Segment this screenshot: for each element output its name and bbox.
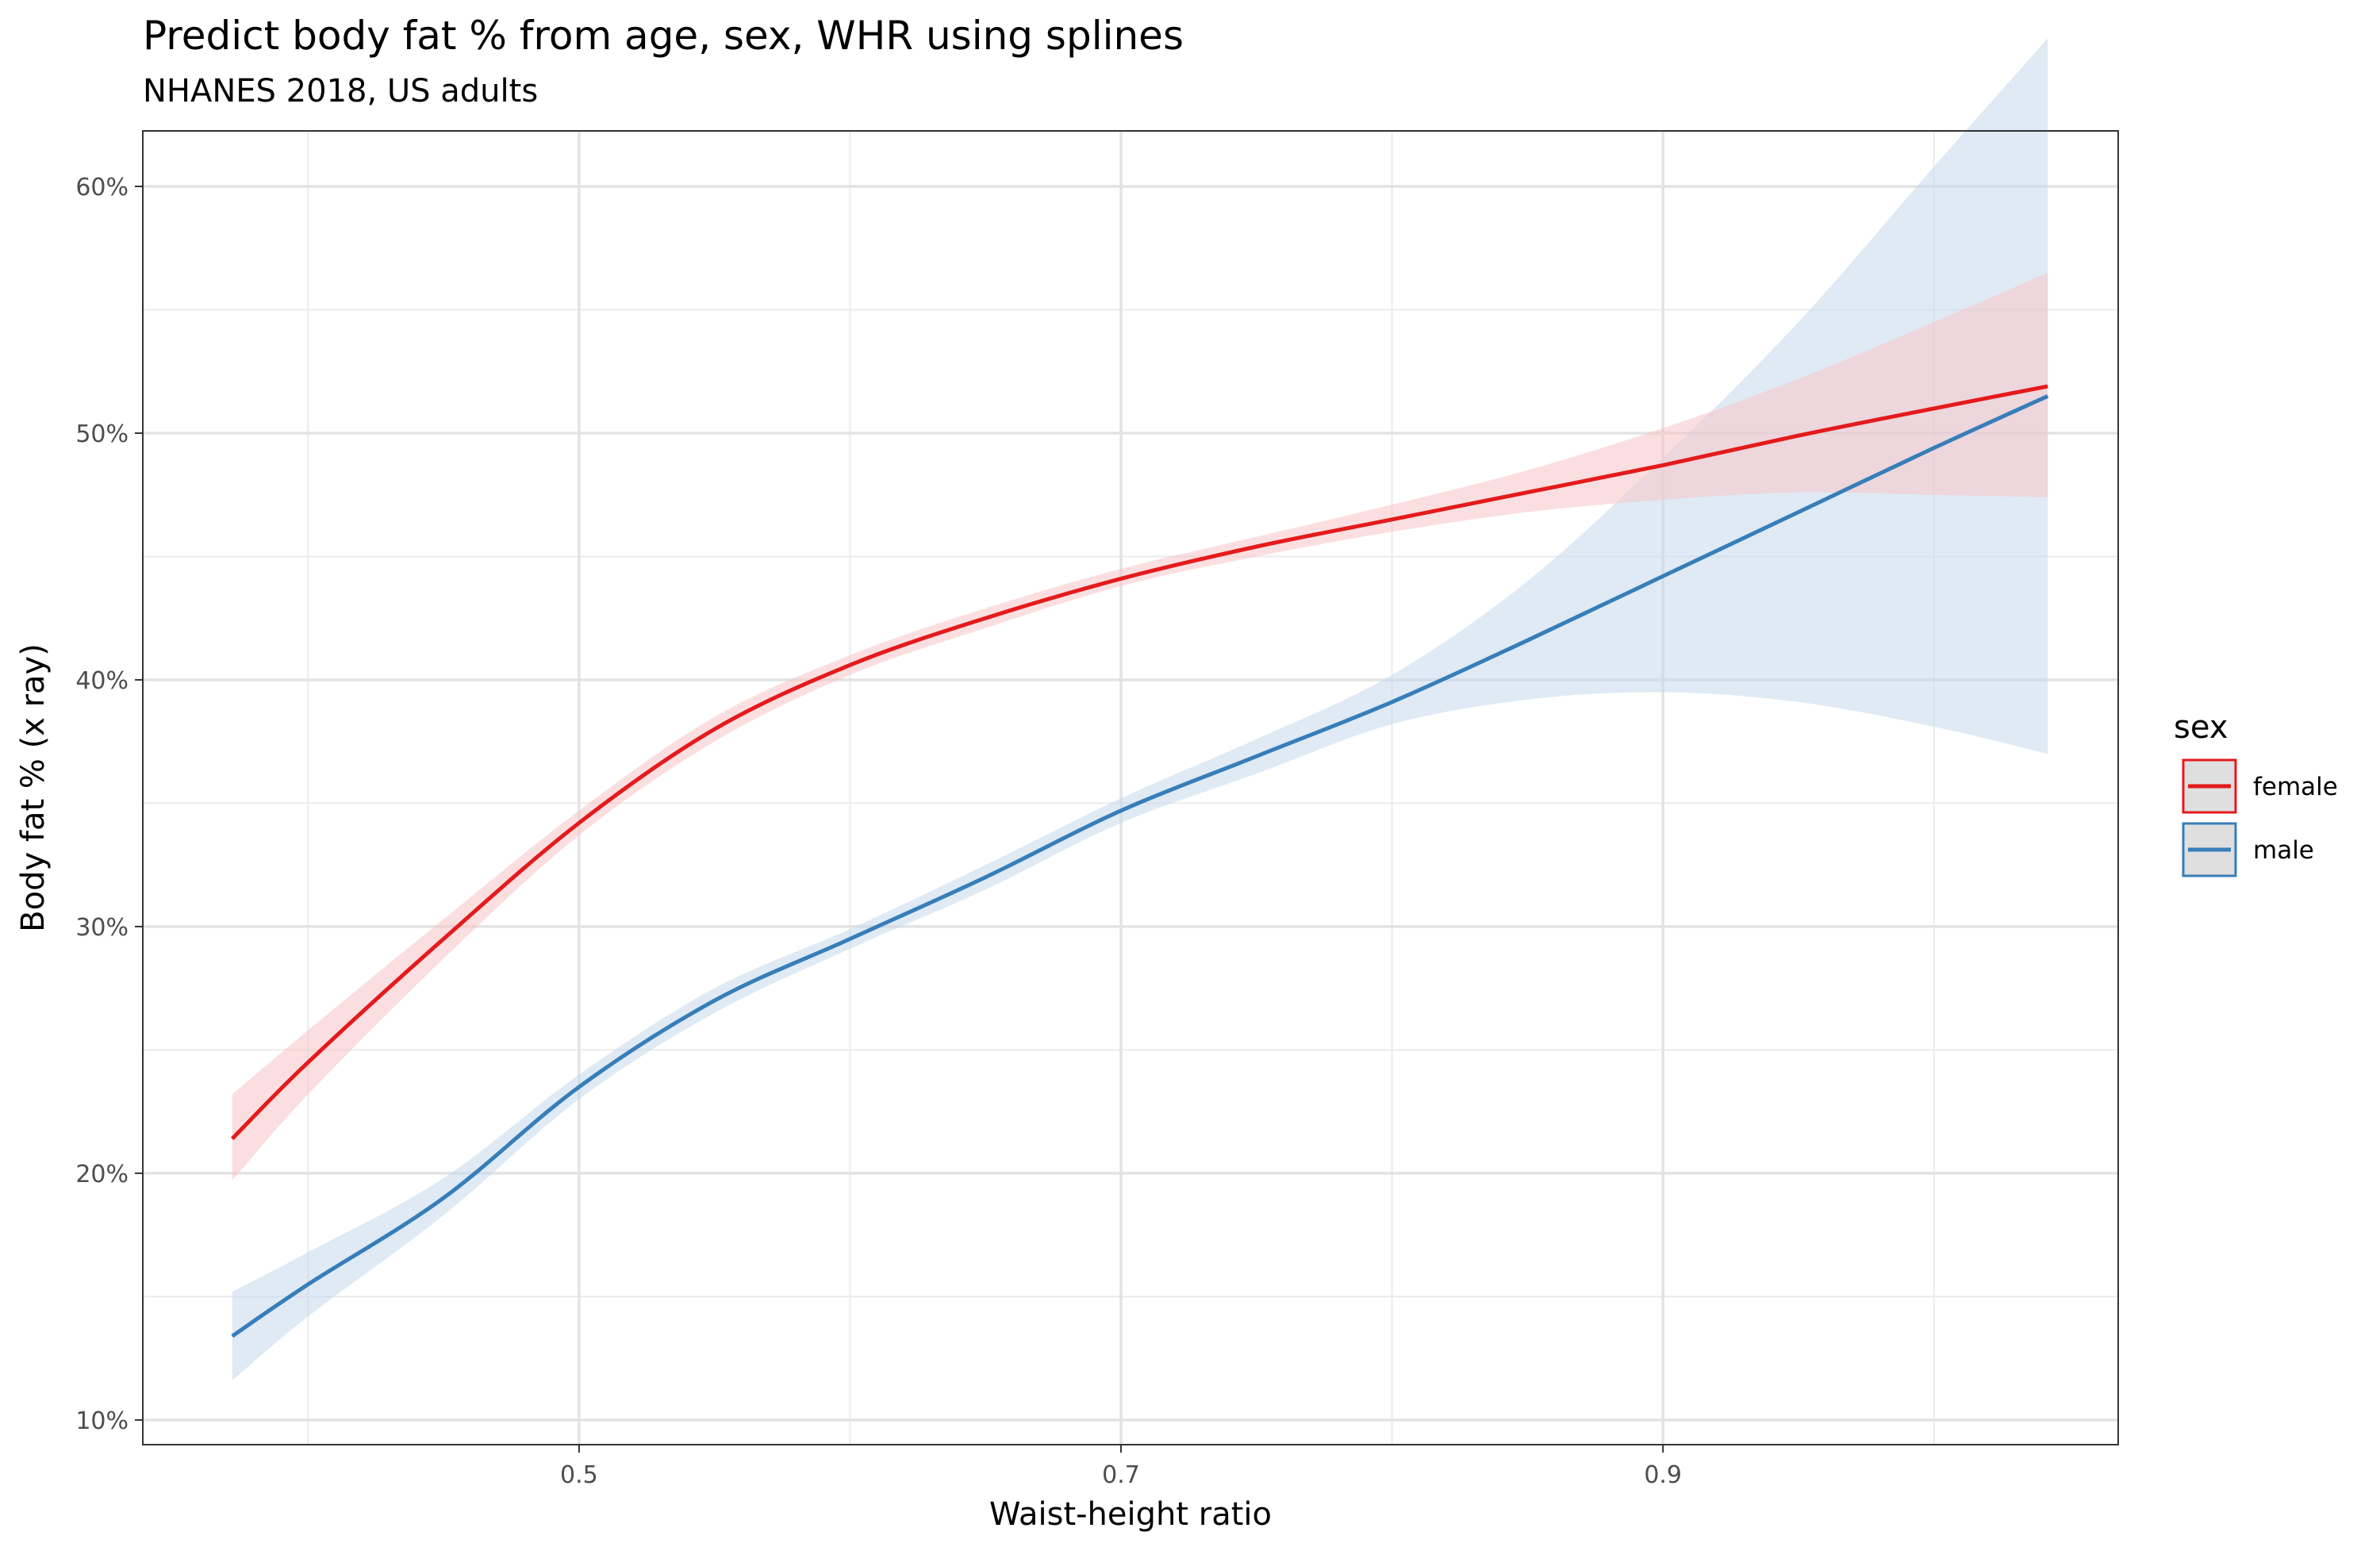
chart-title: Predict body fat % from age, sex, WHR us…	[143, 13, 1184, 59]
plot-panel-border	[142, 130, 2119, 1445]
y-axis: 10% 20% 30% 40% 50% 60%	[75, 174, 143, 1435]
y-tick-label: 30%	[75, 914, 129, 942]
y-tick-label: 40%	[75, 667, 129, 695]
series-lines	[230, 384, 2049, 1338]
y-tick-label: 50%	[75, 420, 129, 448]
confidence-ribbons	[232, 38, 2048, 1381]
legend-label-female: female	[2253, 773, 2338, 801]
y-tick-label: 10%	[75, 1407, 129, 1435]
y-tick-label: 60%	[75, 174, 129, 202]
legend-title: sex	[2174, 709, 2228, 746]
x-axis-title: Waist-height ratio	[989, 1496, 1272, 1533]
chart-subtitle: NHANES 2018, US adults	[143, 73, 538, 109]
y-axis-title: Body fat % (x ray)	[15, 643, 52, 932]
x-axis: 0.5 0.7 0.9	[560, 1445, 1682, 1489]
series-line-female	[230, 384, 2048, 1141]
x-tick-label: 0.5	[560, 1461, 598, 1489]
series-line-male	[231, 394, 2049, 1338]
x-tick-label: 0.7	[1102, 1461, 1140, 1489]
legend: sex female male	[2174, 709, 2338, 877]
legend-label-male: male	[2253, 836, 2314, 865]
y-tick-label: 20%	[75, 1161, 129, 1188]
ribbon-female	[232, 272, 2048, 1181]
x-tick-label: 0.9	[1644, 1461, 1682, 1489]
